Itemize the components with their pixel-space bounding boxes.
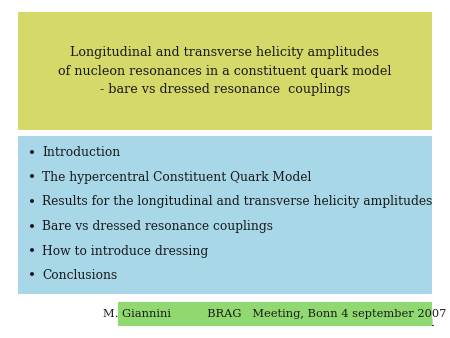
Text: How to introduce dressing: How to introduce dressing (42, 244, 208, 258)
Text: •: • (28, 268, 36, 283)
FancyBboxPatch shape (18, 136, 432, 294)
Text: •: • (28, 146, 36, 160)
Text: M. Giannini          BRAG   Meeting, Bonn 4 september 2007: M. Giannini BRAG Meeting, Bonn 4 septemb… (104, 309, 447, 319)
Text: Longitudinal and transverse helicity amplitudes
of nucleon resonances in a const: Longitudinal and transverse helicity amp… (58, 46, 392, 96)
Text: Conclusions: Conclusions (42, 269, 117, 282)
FancyBboxPatch shape (118, 302, 432, 326)
Text: •: • (28, 244, 36, 258)
Text: The hypercentral Constituent Quark Model: The hypercentral Constituent Quark Model (42, 171, 311, 184)
Text: •: • (28, 170, 36, 185)
Text: •: • (28, 219, 36, 234)
FancyBboxPatch shape (18, 12, 432, 130)
Text: •: • (28, 195, 36, 209)
Text: Introduction: Introduction (42, 146, 120, 160)
Text: Results for the longitudinal and transverse helicity amplitudes: Results for the longitudinal and transve… (42, 195, 432, 209)
Text: Bare vs dressed resonance couplings: Bare vs dressed resonance couplings (42, 220, 273, 233)
Text: 1: 1 (428, 318, 435, 328)
